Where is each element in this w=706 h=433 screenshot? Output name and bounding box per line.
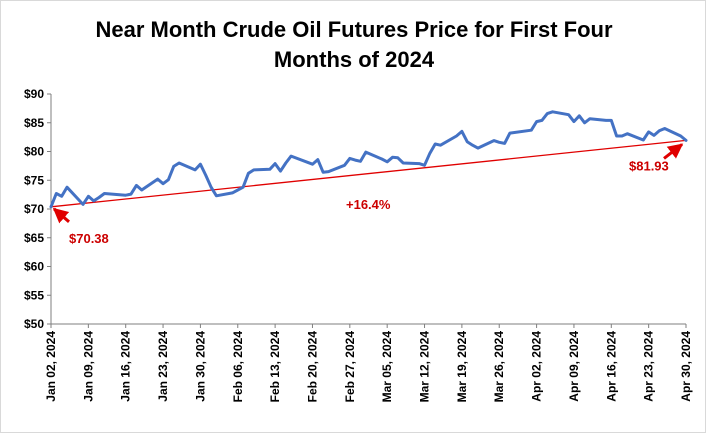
x-tick-label: Jan 30, 2024 bbox=[193, 331, 207, 402]
start-price-label: $70.38 bbox=[69, 231, 109, 246]
y-tick-label: $70 bbox=[24, 202, 44, 216]
x-tick-label: Jan 23, 2024 bbox=[156, 331, 170, 402]
chart-title: Near Month Crude Oil Futures Price for F… bbox=[1, 15, 706, 75]
end-price-label: $81.93 bbox=[629, 158, 669, 173]
x-tick-label: Mar 05, 2024 bbox=[380, 331, 394, 403]
y-tick-label: $75 bbox=[24, 173, 44, 187]
x-axis-ticks: Jan 02, 2024 Jan 09, 2024 Jan 16, 2024 Jan … bbox=[44, 324, 693, 402]
x-tick-label: Mar 12, 2024 bbox=[418, 331, 432, 403]
y-tick-label: $50 bbox=[24, 317, 44, 331]
chart-title-line-2: Months of 2024 bbox=[273, 47, 435, 72]
annotations: $70.38 $81.93 +16.4% bbox=[52, 143, 684, 246]
x-tick-label: Feb 13, 2024 bbox=[268, 331, 282, 403]
x-tick-label: Apr 23, 2024 bbox=[642, 331, 656, 402]
end-arrow bbox=[663, 143, 684, 160]
chart-title-line-1: Near Month Crude Oil Futures Price for F… bbox=[95, 17, 613, 42]
y-tick-label: $85 bbox=[24, 116, 44, 130]
percent-change-label: +16.4% bbox=[346, 197, 391, 212]
y-tick-label: $55 bbox=[24, 288, 44, 302]
start-arrow bbox=[52, 207, 70, 224]
x-tick-label: Jan 16, 2024 bbox=[119, 331, 133, 402]
trendline-line bbox=[50, 139, 687, 208]
x-tick-label: Apr 09, 2024 bbox=[567, 331, 581, 402]
series-line bbox=[49, 110, 688, 209]
y-axis-ticks: $50 $55 $60 $65 $70 $75 $80 $85 $90 bbox=[24, 87, 51, 331]
y-tick-label: $80 bbox=[24, 145, 44, 159]
trendline bbox=[50, 139, 687, 208]
x-tick-label: Mar 19, 2024 bbox=[455, 331, 469, 403]
x-tick-label: Feb 06, 2024 bbox=[231, 331, 245, 403]
x-tick-label: Jan 02, 2024 bbox=[44, 331, 58, 402]
series bbox=[49, 110, 688, 209]
x-tick-label: Feb 27, 2024 bbox=[343, 331, 357, 403]
x-tick-label: Apr 30, 2024 bbox=[679, 331, 693, 402]
y-tick-label: $60 bbox=[24, 260, 44, 274]
x-tick-label: Apr 02, 2024 bbox=[530, 331, 544, 402]
y-tick-label: $65 bbox=[24, 231, 44, 245]
y-tick-label: $90 bbox=[24, 87, 44, 101]
x-tick-label: Mar 26, 2024 bbox=[492, 331, 506, 403]
x-tick-label: Feb 20, 2024 bbox=[305, 331, 319, 403]
x-tick-label: Apr 16, 2024 bbox=[604, 331, 618, 402]
x-tick-label: Jan 09, 2024 bbox=[81, 331, 95, 402]
